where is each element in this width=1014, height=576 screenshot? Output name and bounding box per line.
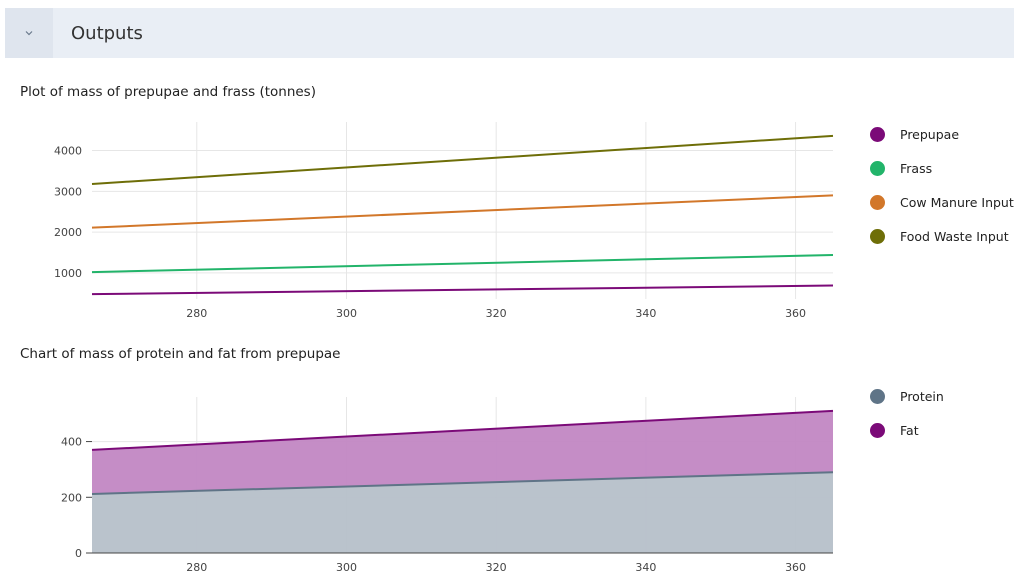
legend-marker [870,388,885,404]
legend-marker [870,422,885,438]
legend-marker [870,194,885,210]
legend-item-prepupae[interactable]: Prepupae [870,117,1014,151]
x-tick-label: 300 [336,561,357,574]
series-line-fat [91,409,834,451]
legend-item-cow-manure-input[interactable]: Cow Manure Input [870,185,1014,219]
series-line-protein [91,471,834,495]
x-tick-label: 360 [785,307,806,320]
legend-label: Food Waste Input [900,228,1009,244]
y-tick-label: 200 [61,491,82,504]
series-line-frass [91,253,834,274]
legend-item-fat[interactable]: Fat [870,413,944,447]
legend-item-protein[interactable]: Protein [870,379,944,413]
collapse-toggle-button[interactable] [5,8,53,58]
legend-label: Protein [900,388,944,404]
mass-line-chart: 280 300 320 340 360 1000 2000 3000 4000 [54,122,834,320]
series-line-cow-manure-input [91,194,834,229]
chevron-down-icon [25,31,33,36]
section-title: Outputs [71,22,143,44]
y-tick-label: 4000 [54,145,82,158]
series-line-prepupae [91,284,834,296]
y-tick-label: 400 [61,436,82,449]
legend-label: Fat [900,422,919,438]
x-tick-label: 300 [336,307,357,320]
legend-label: Prepupae [900,126,960,142]
y-tick-label: 1000 [54,267,82,280]
series-line-food-waste-input [91,134,834,185]
legend-label: Frass [900,160,933,176]
y-tick-label: 3000 [54,185,82,198]
chart-title-mass: Plot of mass of prepupae and frass (tonn… [20,84,316,100]
x-tick-label: 340 [635,307,656,320]
x-tick-label: 320 [486,307,507,320]
mass-chart-legend: Prepupae Frass Cow Manure Input Food Waste … [870,117,1014,253]
legend-marker [870,126,885,142]
legend-item-food-waste-input[interactable]: Food Waste Input [870,219,1014,253]
x-tick-label: 360 [785,561,806,574]
legend-label: Cow Manure Input [900,194,1014,210]
area-fill-fat [92,410,833,494]
x-tick-label: 280 [186,561,207,574]
legend-item-frass[interactable]: Frass [870,151,1014,185]
area-fill-protein [92,472,833,553]
x-tick-label: 340 [635,561,656,574]
y-tick-label: 0 [75,547,82,560]
x-tick-label: 320 [486,561,507,574]
chart-title-protein-fat: Chart of mass of protein and fat from pr… [20,346,341,362]
protein-fat-area-chart: 280 300 320 340 360 0 200 400 [61,397,834,574]
outputs-section-header[interactable]: Outputs [5,8,1014,58]
legend-marker [870,228,885,244]
y-tick-label: 2000 [54,226,82,239]
protein-fat-chart-legend: Protein Fat [870,379,944,447]
x-tick-label: 280 [186,307,207,320]
legend-marker [870,160,885,176]
